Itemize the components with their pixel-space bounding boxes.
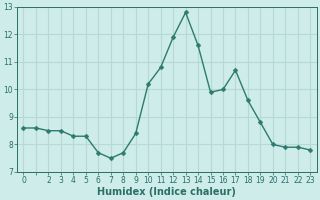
X-axis label: Humidex (Indice chaleur): Humidex (Indice chaleur)	[98, 187, 236, 197]
